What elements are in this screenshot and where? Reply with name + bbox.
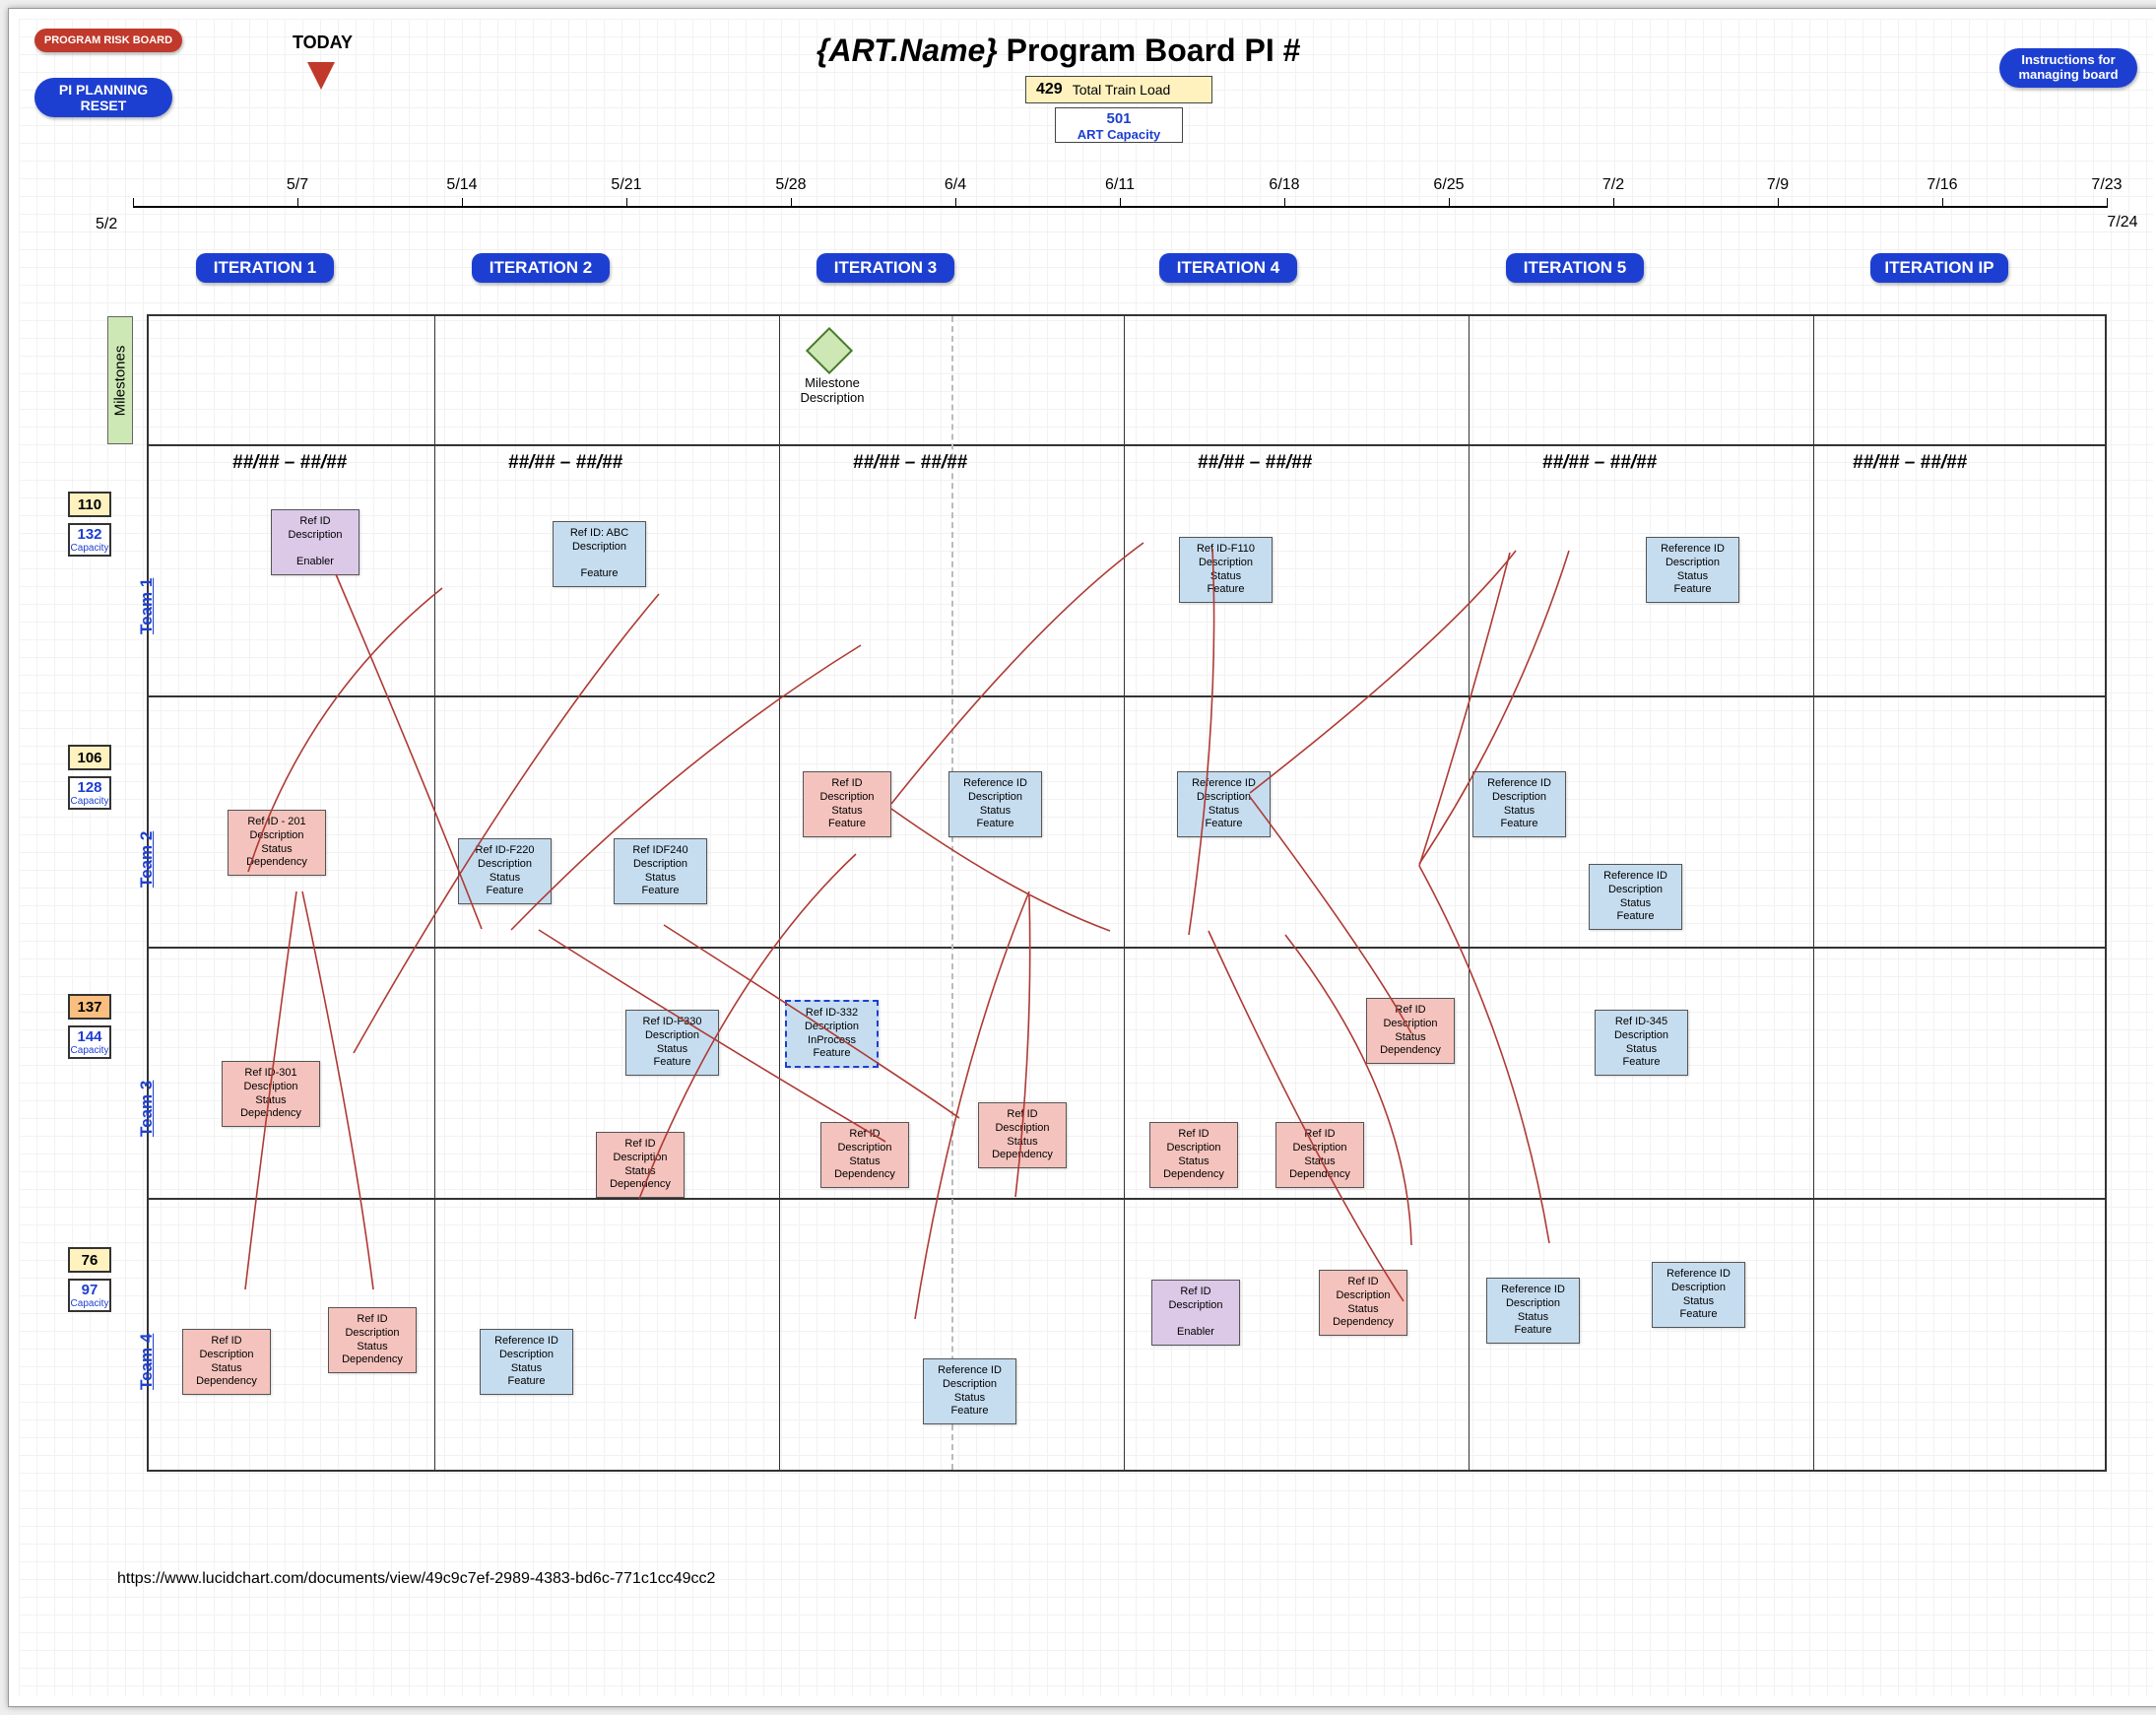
timeline-axis: 5/2 7/23 7/24 5/75/145/215/286/46/116/18… [133,206,2107,208]
card[interactable]: Ref IDDescriptionStatusDependency [328,1307,417,1373]
row-divider [149,1198,2105,1200]
team-load: 106 [68,745,111,770]
col-divider [1813,316,1814,1470]
team-capacity: 128Capacity [68,776,111,810]
tick-label: 7/2 [1602,176,1624,194]
card[interactable]: Ref IDDescription Enabler [271,509,359,575]
tick-label: 5/28 [775,176,806,194]
date-header: ##/## – ##/## [1853,452,1967,474]
card[interactable]: Ref IDDescriptionStatusDependency [1275,1122,1364,1188]
tick-label: 6/25 [1433,176,1464,194]
card[interactable]: Ref IDDescriptionStatusDependency [182,1329,271,1395]
date-header: ##/## – ##/## [1542,452,1657,474]
milestone-diamond-icon [806,327,853,374]
date-header: ##/## – ##/## [508,452,622,474]
card[interactable]: Ref ID-345DescriptionStatusFeature [1595,1010,1688,1076]
team-capacity: 97Capacity [68,1279,111,1312]
date-header: ##/## – ##/## [232,452,347,474]
pi-planning-reset-button[interactable]: PI PLANNING RESET [34,78,172,117]
card[interactable]: Ref ID-301DescriptionStatusDependency [222,1061,320,1127]
program-risk-board-button[interactable]: PROGRAM RISK BOARD [34,29,182,52]
load-value: 429 [1026,81,1073,99]
tick-end-top: 7/23 [2091,176,2122,194]
page: PROGRAM RISK BOARD PI PLANNING RESET Ins… [8,8,2156,1707]
team-label: Team 3 [137,1081,157,1137]
footer-url: https://www.lucidchart.com/documents/vie… [117,1570,715,1588]
milestones-band: Milestones [107,316,133,444]
card[interactable]: Ref ID-F220DescriptionStatusFeature [458,838,552,904]
team-label: Team 4 [137,1334,157,1390]
iteration-pill[interactable]: ITERATION IP [1870,253,2008,283]
iteration-pill[interactable]: ITERATION 5 [1506,253,1644,283]
tick-label: 5/21 [611,176,641,194]
card[interactable]: Reference IDDescriptionStatusFeature [1177,771,1271,837]
date-header: ##/## – ##/## [853,452,967,474]
team-capacity: 132Capacity [68,523,111,557]
milestone-text: MilestoneDescription [793,375,872,405]
iteration-pill[interactable]: ITERATION 3 [817,253,954,283]
card[interactable]: Ref IDDescriptionStatusDependency [1319,1270,1407,1336]
tick-label: 7/16 [1927,176,1957,194]
card[interactable]: Ref ID-332DescriptionInProcessFeature [785,1000,879,1068]
card[interactable]: Ref IDDescriptionStatusDependency [1366,998,1455,1064]
row-divider [149,695,2105,697]
tick-start: 5/2 [96,216,117,233]
col-divider [434,316,435,1470]
date-header: ##/## – ##/## [1198,452,1312,474]
col-divider [1124,316,1125,1470]
load-label: Total Train Load [1073,82,1171,98]
team-load: 76 [68,1247,111,1273]
card[interactable]: Reference IDDescriptionStatusFeature [1589,864,1682,930]
row-divider [149,444,2105,446]
page-title: {ART.Name} Program Board PI # [817,33,1300,69]
col-divider [1469,316,1470,1470]
program-board: Milestones MilestoneDescription [147,314,2107,1472]
tick-label: 7/9 [1767,176,1789,194]
col-divider [779,316,780,1470]
card[interactable]: Ref ID-F110DescriptionStatusFeature [1179,537,1273,603]
today-label: TODAY [293,33,353,53]
card[interactable]: Reference IDDescriptionStatusFeature [923,1358,1016,1424]
team-load: 137 [68,994,111,1020]
card[interactable]: Ref IDDescriptionStatusDependency [820,1122,909,1188]
card[interactable]: Ref IDF240DescriptionStatusFeature [614,838,707,904]
iteration-pill[interactable]: ITERATION 2 [472,253,610,283]
card[interactable]: Ref IDDescription Enabler [1151,1280,1240,1346]
art-cap-value: 501 [1056,110,1182,127]
card[interactable]: Ref IDDescriptionStatusDependency [1149,1122,1238,1188]
col-mid-dash [951,316,953,1470]
team-capacity: 144Capacity [68,1025,111,1059]
art-capacity: 501 ART Capacity [1055,107,1183,143]
total-train-load: 429 Total Train Load [1025,76,1212,103]
art-cap-label: ART Capacity [1056,127,1182,142]
tick-label: 6/11 [1105,176,1135,194]
card[interactable]: Reference IDDescriptionStatusFeature [1486,1278,1580,1344]
card[interactable]: Reference IDDescriptionStatusFeature [1646,537,1739,603]
tick-label: 6/4 [945,176,966,194]
team-label: Team 1 [137,578,157,634]
team-load: 110 [68,492,111,517]
card[interactable]: Reference IDDescriptionStatusFeature [480,1329,573,1395]
tick-label: 6/18 [1269,176,1299,194]
tick-end-bot: 7/24 [2107,214,2137,231]
iteration-pill[interactable]: ITERATION 1 [196,253,334,283]
card[interactable]: Reference IDDescriptionStatusFeature [1472,771,1566,837]
card[interactable]: Ref IDDescriptionStatusDependency [596,1132,685,1198]
tick-label: 5/7 [287,176,308,194]
iteration-pill[interactable]: ITERATION 4 [1159,253,1297,283]
card[interactable]: Ref IDDescriptionStatusDependency [978,1102,1067,1168]
card[interactable]: Reference IDDescriptionStatusFeature [1652,1262,1745,1328]
card[interactable]: Reference IDDescriptionStatusFeature [948,771,1042,837]
team-label: Team 2 [137,831,157,888]
tick-label: 5/14 [446,176,477,194]
card[interactable]: Ref ID - 201DescriptionStatusDependency [228,810,326,876]
card[interactable]: Ref ID: ABCDescription Feature [553,521,646,587]
row-divider [149,947,2105,949]
instructions-button[interactable]: Instructions for managing board [1999,48,2137,88]
card[interactable]: Ref IDDescriptionStatusFeature [803,771,891,837]
card[interactable]: Ref ID-F330DescriptionStatusFeature [625,1010,719,1076]
today-arrow-icon [307,62,335,90]
